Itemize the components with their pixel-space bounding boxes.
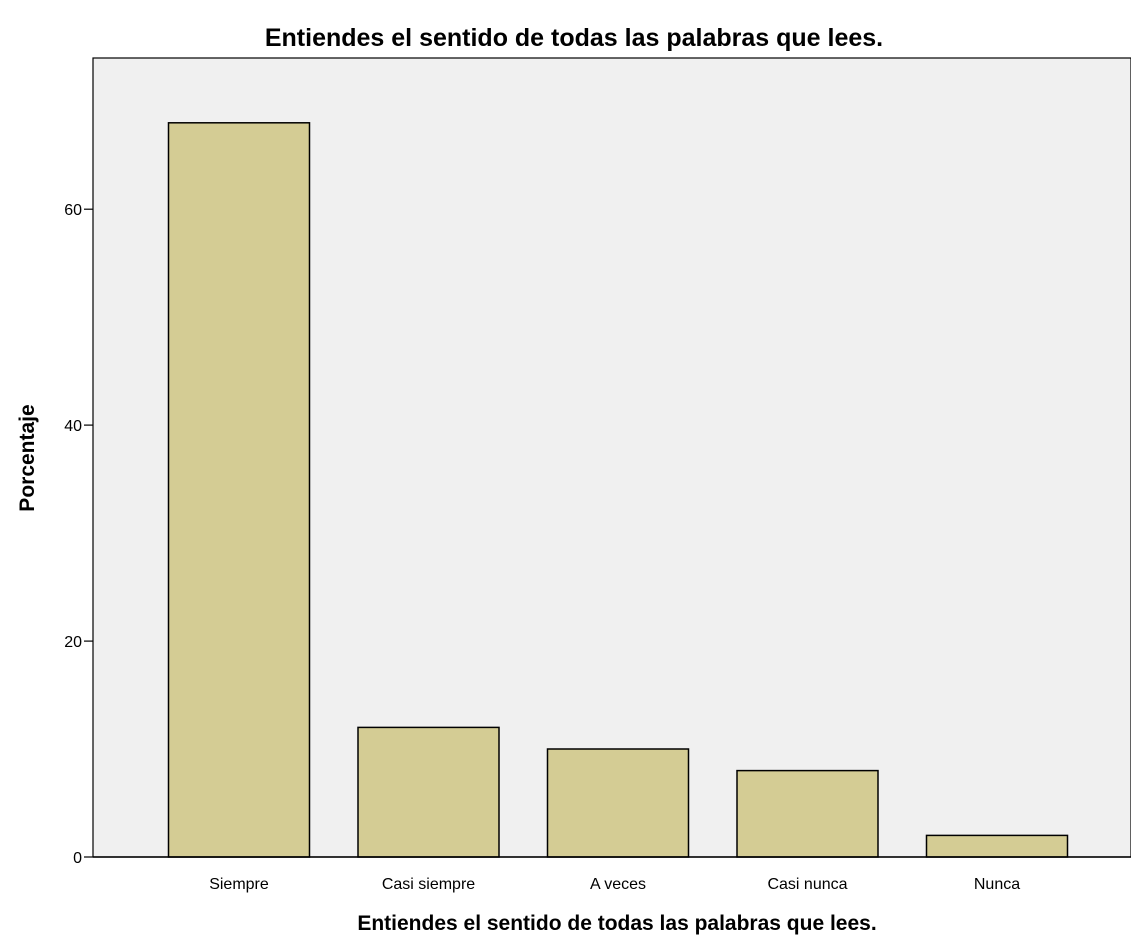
- x-tick-label: Siempre: [209, 876, 269, 893]
- y-tick-label: 20: [64, 634, 82, 651]
- y-axis-title: Porcentaje: [16, 404, 39, 511]
- y-tick-label: 40: [64, 418, 82, 435]
- bars-layer: [167, 122, 1069, 858]
- x-axis-title: Entiendes el sentido de todas las palabr…: [357, 912, 876, 935]
- bar-siempre: [167, 122, 311, 858]
- bar-nunca: [925, 834, 1069, 858]
- x-tick-label: Nunca: [974, 876, 1020, 893]
- x-tick-label: A veces: [590, 876, 646, 893]
- bar-casi-nunca: [736, 769, 879, 858]
- x-axis: Siempre Casi siempre A veces Casi nunca Nunc…: [209, 876, 1020, 893]
- y-axis: 0 20 40 60: [64, 202, 93, 867]
- y-tick-label: 0: [73, 850, 82, 867]
- x-tick-label: Casi siempre: [382, 876, 475, 893]
- bar-casi-siempre: [357, 726, 500, 858]
- y-tick-label: 60: [64, 202, 82, 219]
- bar-a-veces: [546, 748, 690, 858]
- x-tick-label: Casi nunca: [767, 876, 847, 893]
- chart-title: Entiendes el sentido de todas las palabr…: [265, 24, 883, 52]
